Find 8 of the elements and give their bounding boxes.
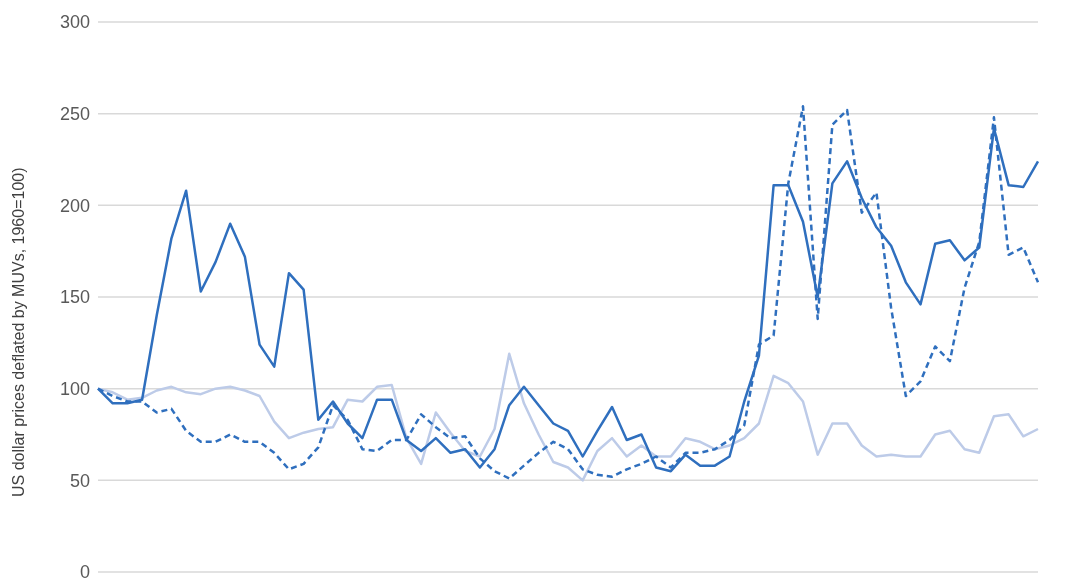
y-tick-label: 0: [79, 562, 90, 580]
y-tick-label: 250: [59, 104, 90, 125]
y-axis-title: US dollar prices deflated by MUVs, 1960=100): [9, 167, 27, 497]
y-tick-label: 150: [59, 287, 90, 308]
y-tick-label: 50: [69, 470, 90, 491]
y-tick-label: 100: [59, 379, 90, 400]
y-tick-label: 200: [59, 195, 90, 216]
y-tick-label: 300: [59, 12, 90, 33]
